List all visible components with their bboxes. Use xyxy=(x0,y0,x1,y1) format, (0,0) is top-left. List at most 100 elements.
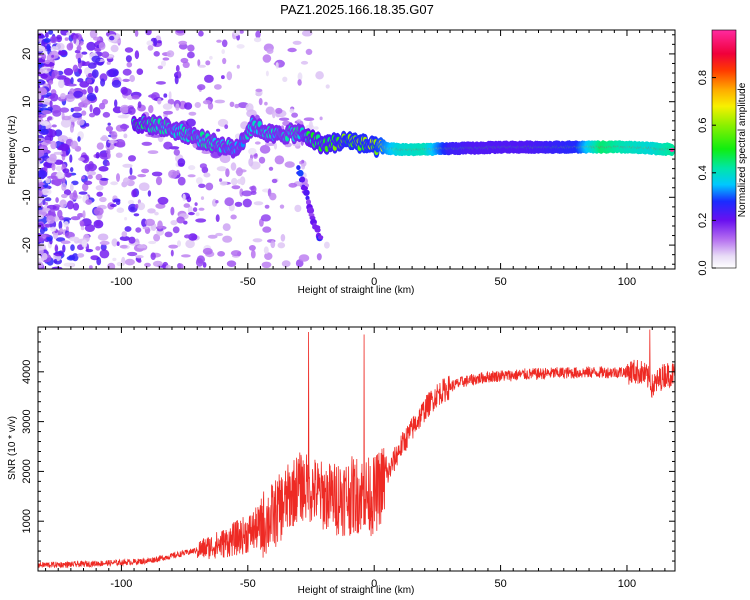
noise-speckle xyxy=(73,90,83,98)
noise-speckle xyxy=(133,213,140,217)
noise-speckle xyxy=(168,244,179,249)
noise-speckle xyxy=(87,62,97,69)
noise-speckle xyxy=(95,246,101,251)
noise-speckle xyxy=(258,156,266,164)
noise-speckle xyxy=(141,168,150,174)
y-tick-label: 20 xyxy=(21,48,33,60)
noise-speckle xyxy=(271,109,276,119)
noise-speckle xyxy=(264,204,270,209)
noise-speckle xyxy=(221,49,225,55)
noise-speckle xyxy=(69,154,73,163)
noise-speckle xyxy=(195,212,200,217)
noise-speckle xyxy=(41,110,51,115)
noise-speckle xyxy=(147,45,154,51)
noise-speckle xyxy=(116,261,124,267)
noise-speckle xyxy=(93,36,101,41)
noise-speckle xyxy=(116,207,125,213)
noise-speckle xyxy=(40,99,52,106)
noise-speckle xyxy=(66,200,74,210)
noise-speckle xyxy=(221,75,225,80)
noise-speckle xyxy=(122,177,130,186)
noise-speckle xyxy=(108,139,118,144)
noise-speckle xyxy=(93,207,104,216)
noise-speckle xyxy=(216,166,227,172)
noise-speckle xyxy=(99,102,106,110)
noise-speckle xyxy=(39,67,45,74)
noise-speckle xyxy=(40,226,45,230)
noise-speckle xyxy=(157,196,169,205)
noise-speckle xyxy=(62,168,70,174)
noise-speckle xyxy=(82,210,86,219)
noise-speckle xyxy=(63,68,74,76)
noise-speckle xyxy=(250,185,257,193)
noise-speckle xyxy=(292,40,302,45)
noise-speckle xyxy=(96,142,104,150)
branch-blob xyxy=(303,189,310,196)
noise-speckle xyxy=(96,191,103,197)
noise-speckle xyxy=(86,93,97,102)
noise-speckle xyxy=(62,115,72,121)
noise-speckle xyxy=(44,223,51,228)
noise-speckle xyxy=(77,136,81,142)
y-tick-label: -10 xyxy=(21,189,33,205)
noise-speckle xyxy=(230,162,237,171)
noise-speckle xyxy=(200,196,205,201)
noise-speckle xyxy=(83,180,93,185)
noise-speckle xyxy=(84,224,95,233)
colorbar-tick-label: 0.4 xyxy=(697,165,709,180)
x-tick-label: 50 xyxy=(494,578,506,590)
noise-speckle xyxy=(46,43,51,51)
noise-speckle xyxy=(209,55,213,60)
noise-speckle xyxy=(163,110,173,115)
noise-speckle xyxy=(222,235,233,243)
noise-speckle xyxy=(195,258,204,267)
noise-speckle xyxy=(95,220,101,227)
colorbar-tick-label: 0.6 xyxy=(697,118,709,133)
noise-speckle xyxy=(51,54,55,58)
noise-speckle xyxy=(239,30,244,34)
noise-speckle xyxy=(110,44,119,53)
noise-speckle xyxy=(70,216,81,221)
branch-blob xyxy=(300,186,308,191)
branch-blob xyxy=(299,176,306,183)
noise-speckle xyxy=(216,128,221,132)
noise-speckle xyxy=(70,167,74,173)
noise-speckle xyxy=(89,30,98,39)
noise-speckle xyxy=(86,78,93,84)
noise-speckle xyxy=(127,175,137,180)
branch-blob xyxy=(296,165,301,171)
noise-speckle xyxy=(77,213,84,218)
noise-speckle xyxy=(253,201,264,206)
noise-speckle xyxy=(66,83,77,87)
noise-speckle xyxy=(162,57,170,61)
noise-speckle xyxy=(207,234,218,239)
noise-speckle xyxy=(38,190,43,197)
spectrogram-y-axis-label: Frequency (Hz) xyxy=(7,116,18,185)
noise-speckle xyxy=(62,149,66,157)
noise-speckle xyxy=(319,116,323,121)
noise-speckle xyxy=(168,169,178,179)
noise-speckle xyxy=(38,157,43,163)
noise-speckle xyxy=(52,179,62,186)
branch-blob xyxy=(317,235,324,240)
noise-speckle xyxy=(59,199,67,209)
noise-speckle xyxy=(113,69,119,76)
noise-speckle xyxy=(45,31,49,39)
x-tick-label: 0 xyxy=(371,578,377,590)
noise-speckle xyxy=(188,233,198,241)
noise-speckle xyxy=(46,215,56,224)
noise-speckle xyxy=(187,44,195,52)
x-tick-label: 0 xyxy=(371,276,377,288)
noise-speckle xyxy=(268,166,274,171)
noise-speckle xyxy=(253,37,262,43)
noise-speckle xyxy=(274,155,285,165)
noise-speckle xyxy=(78,68,83,75)
noise-speckle xyxy=(242,198,252,208)
noise-speckle xyxy=(40,73,48,79)
noise-speckle xyxy=(275,62,279,69)
noise-speckle xyxy=(187,205,193,214)
noise-speckle xyxy=(42,207,51,211)
noise-speckle xyxy=(122,78,130,82)
noise-speckle xyxy=(52,110,62,117)
noise-speckle xyxy=(87,174,93,180)
